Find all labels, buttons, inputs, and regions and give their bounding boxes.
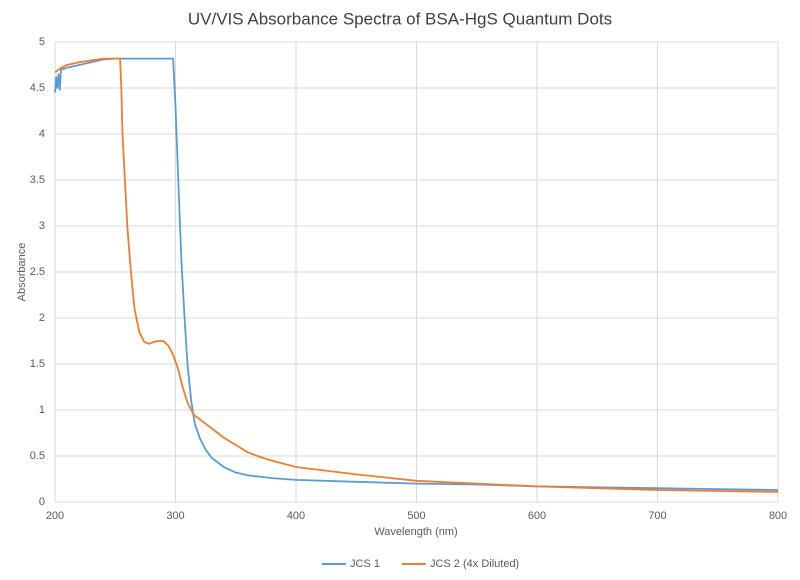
x-tick-label: 500 <box>407 510 425 522</box>
y-tick-label: 3 <box>39 220 45 232</box>
y-tick-label: 5 <box>39 36 45 48</box>
legend-label: JCS 1 <box>350 558 380 570</box>
y-tick-label: 1.5 <box>30 358 45 370</box>
y-axis-title: Absorbance <box>16 243 28 302</box>
y-tick-label: 0 <box>39 496 45 508</box>
y-tick-label: 2 <box>39 312 45 324</box>
series-line <box>54 57 779 493</box>
x-tick-label: 400 <box>287 510 305 522</box>
y-tick-label: 4 <box>39 128 45 140</box>
y-tick-label: 0.5 <box>30 450 45 462</box>
series-line <box>54 57 779 491</box>
y-tick-label: 4.5 <box>30 82 45 94</box>
x-axis-title: Wavelength (nm) <box>374 526 457 538</box>
x-tick-label: 600 <box>528 510 546 522</box>
x-tick-label: 700 <box>648 510 666 522</box>
y-tick-label: 2.5 <box>30 266 45 278</box>
x-tick-label: 200 <box>46 510 64 522</box>
legend-label: JCS 2 (4x Diluted) <box>430 558 519 570</box>
x-tick-label: 300 <box>166 510 184 522</box>
x-tick-label: 800 <box>769 510 787 522</box>
y-tick-label: 3.5 <box>30 174 45 186</box>
y-tick-label: 1 <box>39 404 45 416</box>
chart-title: UV/VIS Absorbance Spectra of BSA-HgS Qua… <box>188 9 612 28</box>
